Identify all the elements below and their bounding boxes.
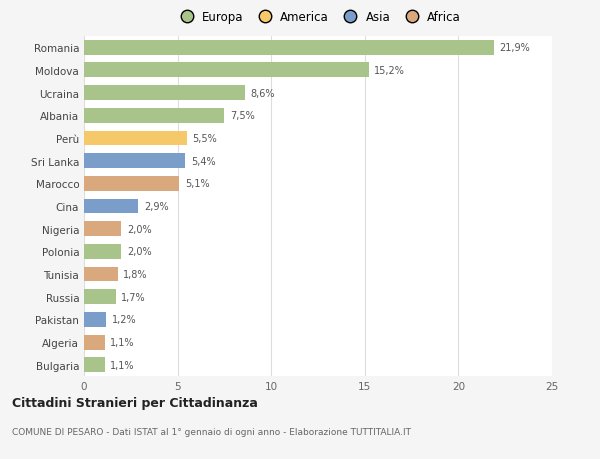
Text: 7,5%: 7,5%: [230, 111, 255, 121]
Bar: [84, 177, 179, 191]
Text: 1,1%: 1,1%: [110, 360, 135, 370]
Text: 21,9%: 21,9%: [500, 43, 530, 53]
Bar: [84, 245, 121, 259]
Bar: [84, 41, 494, 56]
Bar: [84, 335, 104, 350]
Text: COMUNE DI PESARO - Dati ISTAT al 1° gennaio di ogni anno - Elaborazione TUTTITAL: COMUNE DI PESARO - Dati ISTAT al 1° genn…: [12, 427, 411, 436]
Text: 8,6%: 8,6%: [251, 88, 275, 98]
Text: 5,5%: 5,5%: [193, 134, 217, 144]
Bar: [84, 313, 106, 327]
Bar: [84, 154, 185, 168]
Text: 1,1%: 1,1%: [110, 337, 135, 347]
Text: 1,7%: 1,7%: [121, 292, 146, 302]
Bar: [84, 267, 118, 282]
Legend: Europa, America, Asia, Africa: Europa, America, Asia, Africa: [172, 7, 464, 28]
Bar: [84, 222, 121, 236]
Bar: [84, 290, 116, 304]
Text: 5,4%: 5,4%: [191, 156, 215, 166]
Text: Cittadini Stranieri per Cittadinanza: Cittadini Stranieri per Cittadinanza: [12, 396, 258, 409]
Text: 1,2%: 1,2%: [112, 315, 137, 325]
Bar: [84, 358, 104, 372]
Text: 2,0%: 2,0%: [127, 247, 152, 257]
Text: 2,9%: 2,9%: [144, 202, 169, 212]
Bar: [84, 86, 245, 101]
Bar: [84, 131, 187, 146]
Text: 2,0%: 2,0%: [127, 224, 152, 234]
Text: 15,2%: 15,2%: [374, 66, 405, 76]
Bar: [84, 109, 224, 123]
Bar: [84, 63, 368, 78]
Bar: [84, 199, 138, 214]
Text: 1,8%: 1,8%: [124, 269, 148, 280]
Text: 5,1%: 5,1%: [185, 179, 210, 189]
